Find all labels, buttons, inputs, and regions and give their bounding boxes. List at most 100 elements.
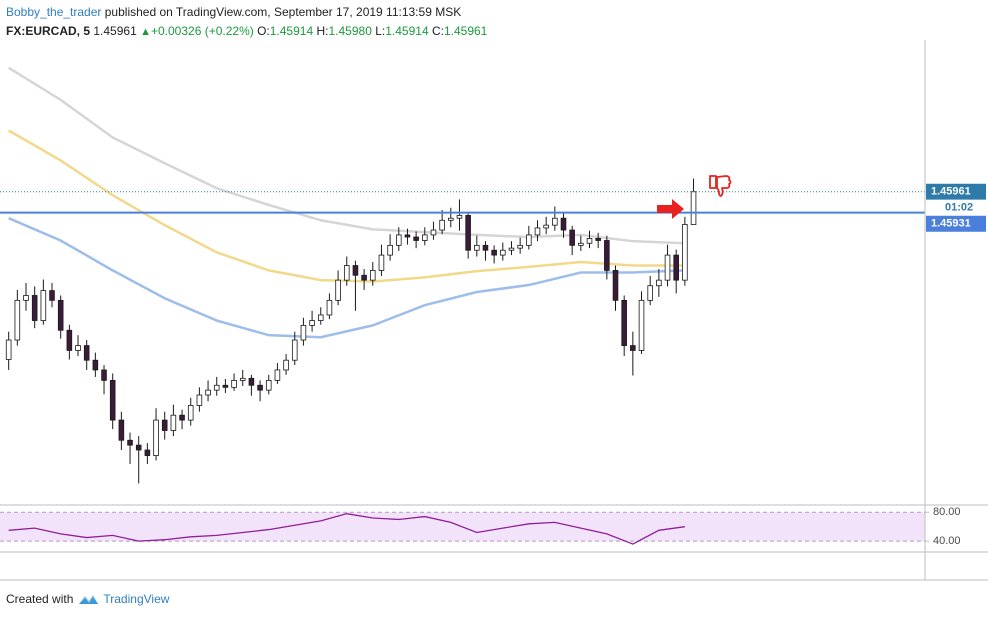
candle-body bbox=[213, 384, 220, 391]
y-tick-label: 80.00 bbox=[933, 506, 961, 518]
candle-body bbox=[170, 414, 177, 431]
candle-body bbox=[291, 339, 298, 361]
price-label: 1.45931 bbox=[931, 218, 971, 230]
candle-body bbox=[23, 295, 29, 301]
candle-body bbox=[387, 244, 393, 256]
last-price: 1.45961 bbox=[93, 24, 137, 38]
candle-body bbox=[274, 369, 281, 381]
candle-body bbox=[283, 359, 289, 371]
ohlc-value: 1.45980 bbox=[328, 24, 372, 38]
candle-body bbox=[395, 234, 402, 246]
price-label-box bbox=[926, 215, 986, 232]
countdown: 01:02 bbox=[945, 202, 973, 214]
candle-body bbox=[179, 414, 185, 421]
header-line-1: Bobby_the_trader published on TradingVie… bbox=[6, 3, 487, 22]
candle-body bbox=[109, 379, 116, 421]
candle-body bbox=[343, 265, 350, 281]
ohlc-value: 1.45914 bbox=[269, 24, 314, 38]
candle-body bbox=[75, 345, 81, 351]
moving-average bbox=[8, 217, 685, 339]
ohlc-label: H: bbox=[316, 24, 329, 38]
candle-body bbox=[31, 295, 38, 321]
candle-body bbox=[595, 237, 601, 241]
ohlc-label: L: bbox=[375, 24, 386, 38]
candle-body bbox=[682, 224, 688, 281]
candle-body bbox=[231, 379, 237, 388]
red-arrow bbox=[657, 199, 684, 219]
candle-body bbox=[222, 384, 229, 388]
footer-brand[interactable]: TradingView bbox=[103, 592, 170, 606]
candle-body bbox=[422, 234, 428, 241]
candle-body bbox=[404, 234, 411, 238]
candle-body bbox=[586, 237, 593, 244]
ohlc-value: 1.45961 bbox=[443, 24, 488, 38]
candle-body bbox=[300, 325, 307, 341]
candle-body bbox=[578, 242, 584, 246]
change: +0.00326 (+0.22%) bbox=[150, 24, 254, 38]
candle-body bbox=[14, 299, 21, 341]
footer: Created with TradingView bbox=[6, 592, 169, 606]
candle-body bbox=[491, 249, 497, 256]
candle-body bbox=[335, 279, 341, 301]
candle-body bbox=[101, 369, 107, 381]
price-label-box bbox=[926, 183, 986, 200]
candle-body bbox=[127, 439, 133, 446]
ohlc-value: 1.45914 bbox=[385, 24, 429, 38]
candle-body bbox=[690, 191, 697, 225]
candle-body bbox=[552, 217, 558, 226]
candle-body bbox=[448, 217, 454, 221]
candle-body bbox=[257, 384, 263, 391]
candle-body bbox=[621, 299, 627, 346]
author[interactable]: Bobby_the_trader bbox=[6, 5, 102, 19]
candle-body bbox=[517, 244, 523, 249]
candle-body bbox=[40, 290, 47, 321]
candle-body bbox=[135, 444, 142, 451]
symbol: FX:EURCAD, 5 bbox=[6, 24, 91, 38]
candle-body bbox=[569, 229, 575, 246]
candle-body bbox=[638, 299, 645, 351]
up-icon: ▲ bbox=[140, 26, 151, 38]
candle-body bbox=[439, 219, 445, 231]
price-label: 1.45961 bbox=[931, 186, 971, 198]
candle-body bbox=[352, 265, 359, 276]
candle-body bbox=[49, 290, 55, 301]
brand-logo bbox=[79, 595, 99, 604]
candle-body bbox=[430, 229, 437, 236]
candle-body bbox=[118, 419, 125, 441]
candle-body bbox=[205, 389, 211, 396]
candle-body bbox=[239, 377, 246, 381]
candle-body bbox=[482, 244, 489, 251]
rsi-line bbox=[8, 513, 685, 545]
candle-body bbox=[144, 449, 151, 456]
candle-body bbox=[543, 224, 549, 229]
thumbs-down bbox=[709, 175, 732, 197]
candle-body bbox=[508, 247, 515, 251]
candle-body bbox=[153, 419, 159, 456]
candle-body bbox=[187, 405, 194, 421]
candle-body bbox=[560, 217, 567, 231]
y-tick-label: 40.00 bbox=[933, 535, 961, 547]
candle-body bbox=[57, 299, 64, 331]
candle-body bbox=[248, 377, 255, 386]
candle-body bbox=[369, 270, 376, 281]
candle-body bbox=[83, 345, 90, 361]
candle-body bbox=[500, 249, 506, 256]
candle-body bbox=[526, 234, 532, 246]
header: Bobby_the_trader published on TradingVie… bbox=[6, 3, 487, 42]
candle-body bbox=[630, 345, 636, 351]
candle-body bbox=[66, 329, 73, 351]
ohlc-label: O: bbox=[257, 24, 270, 38]
published: published on TradingView.com, September … bbox=[104, 5, 462, 19]
candle-body bbox=[309, 320, 315, 326]
candle-body bbox=[92, 359, 99, 371]
candle-body bbox=[534, 227, 541, 236]
candle-body bbox=[474, 244, 480, 251]
candle-body bbox=[196, 394, 203, 406]
candle-body bbox=[5, 339, 12, 360]
candle-body bbox=[456, 215, 463, 219]
candle-body bbox=[361, 274, 367, 281]
candle-body bbox=[413, 236, 419, 241]
candle-body bbox=[664, 254, 671, 281]
